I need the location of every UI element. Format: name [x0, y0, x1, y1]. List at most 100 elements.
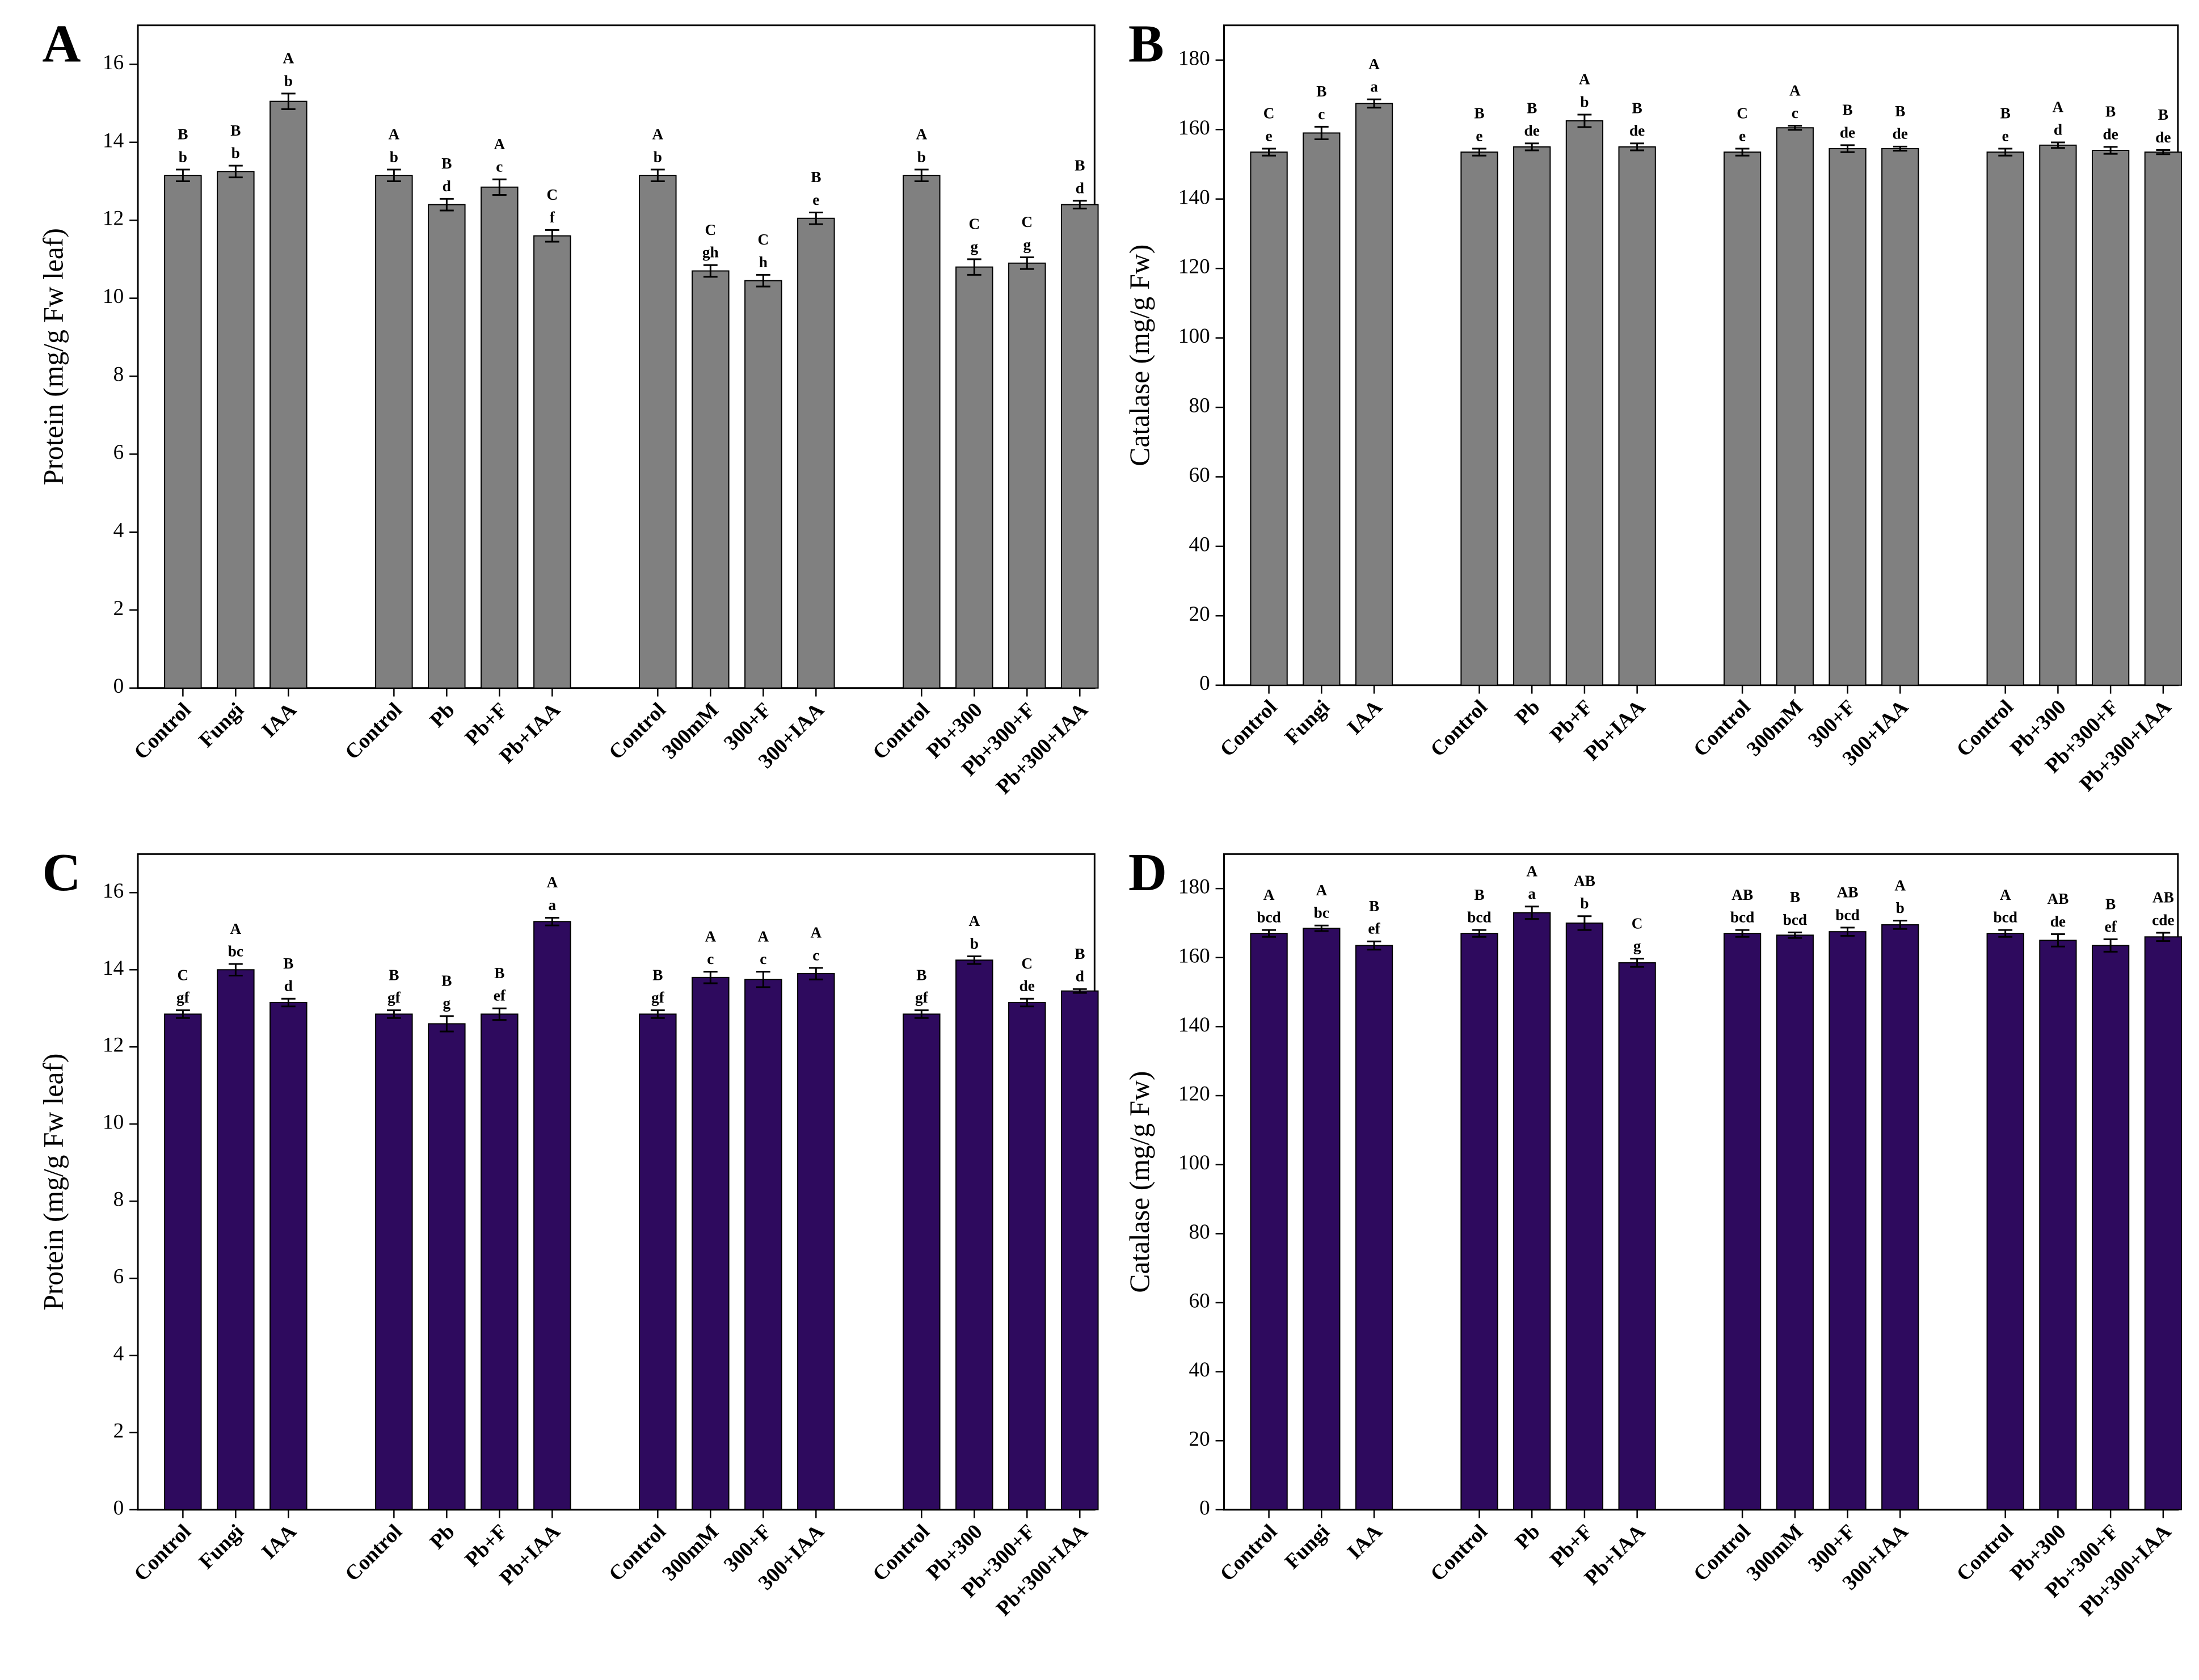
bar	[217, 171, 255, 689]
error-bar	[756, 971, 770, 988]
lower-letter: d	[443, 178, 451, 195]
error-bar	[545, 229, 559, 243]
bar	[269, 100, 307, 689]
x-tick-label: Control	[1689, 696, 1755, 761]
error-bar	[2050, 933, 2065, 948]
upper-letter: A	[1316, 882, 1327, 899]
bar	[1829, 931, 1867, 1510]
y-tick-label: 140	[1178, 1013, 1210, 1037]
bar	[2144, 151, 2182, 686]
bar	[1460, 151, 1498, 686]
upper-letter: A	[1894, 877, 1906, 894]
upper-letter: AB	[1732, 886, 1753, 903]
bar	[1250, 933, 1288, 1510]
upper-letter: B	[652, 966, 663, 983]
y-tick-label: 180	[1178, 47, 1210, 70]
x-tick-label: Control	[1952, 1520, 2018, 1586]
upper-letter: B	[441, 972, 452, 990]
upper-letter: B	[2158, 106, 2168, 123]
upper-letter: A	[389, 126, 400, 143]
bar	[164, 175, 202, 689]
x-tick-label: Control	[341, 698, 407, 764]
bar	[955, 959, 993, 1510]
lower-letter: bc	[228, 942, 243, 959]
bar	[903, 1013, 941, 1510]
upper-letter: A	[283, 50, 294, 67]
upper-letter: A	[546, 874, 558, 891]
y-tick-label: 0	[1199, 1496, 1210, 1519]
y-tick-label: 16	[103, 51, 124, 74]
lower-letter: de	[1629, 122, 1645, 139]
lower-letter: bc	[1314, 904, 1329, 921]
upper-letter: A	[1263, 886, 1275, 903]
upper-letter: A	[1368, 56, 1380, 73]
error-bar	[1367, 940, 1381, 951]
error-bar	[1893, 145, 1907, 152]
upper-letter: A	[1579, 71, 1590, 88]
error-bar	[808, 967, 823, 980]
lower-letter: h	[759, 254, 768, 271]
x-tick-label: IAA	[1343, 696, 1387, 739]
lower-letter: de	[1524, 122, 1540, 139]
x-tick-label: Fungi	[195, 1520, 248, 1574]
y-tick-label: 60	[1189, 464, 1210, 487]
bar	[1986, 151, 2024, 686]
lower-letter: e	[1739, 127, 1746, 144]
error-bar	[492, 1007, 507, 1021]
error-bar	[1788, 931, 1802, 939]
lower-letter: bcd	[1783, 911, 1807, 928]
lower-letter: bcd	[1257, 909, 1280, 926]
upper-letter: B	[494, 965, 504, 982]
y-axis-label: Protein (mg/g Fw leaf)	[38, 228, 69, 485]
upper-letter: A	[1526, 862, 1537, 879]
x-tick-label: Control	[868, 698, 934, 764]
y-tick-label: 0	[113, 1496, 124, 1519]
error-bar	[1367, 98, 1381, 109]
lower-letter: ef	[1368, 920, 1380, 937]
lower-letter: ef	[494, 987, 506, 1004]
error-bar	[1020, 997, 1034, 1008]
lower-letter: b	[1580, 895, 1589, 912]
y-tick-label: 80	[1189, 1220, 1210, 1244]
bar	[1303, 132, 1341, 686]
y-tick-label: 100	[1178, 1151, 1210, 1174]
upper-letter: B	[1474, 105, 1484, 122]
error-bar	[1577, 113, 1592, 128]
error-bar	[756, 273, 770, 288]
lower-letter: c	[812, 946, 819, 963]
error-bar	[2156, 932, 2171, 942]
y-tick-label: 2	[113, 597, 124, 620]
y-tick-label: 120	[1178, 1083, 1210, 1106]
lower-letter: e	[1266, 127, 1273, 144]
y-tick-label: 6	[113, 1265, 124, 1289]
bar	[1513, 146, 1551, 686]
x-tick-label: 300mM	[1742, 1520, 1808, 1585]
x-tick-label: Control	[130, 1520, 196, 1586]
bar	[481, 1013, 519, 1510]
upper-letter: B	[1075, 945, 1085, 962]
lower-letter: e	[2002, 127, 2009, 144]
upper-letter: C	[1021, 955, 1033, 972]
error-bar	[2050, 141, 2065, 149]
x-tick-label: Control	[1952, 696, 2018, 761]
error-bar	[1577, 915, 1592, 931]
upper-letter: AB	[2152, 889, 2174, 906]
bar	[639, 1013, 677, 1510]
upper-letter: A	[1789, 82, 1801, 99]
lower-letter: b	[1896, 899, 1905, 916]
lower-letter: f	[550, 209, 555, 226]
x-tick-label: Control	[130, 698, 196, 764]
bar	[481, 186, 519, 689]
lower-letter: c	[496, 158, 503, 175]
error-bar	[1072, 200, 1087, 210]
lower-letter: bcd	[1835, 906, 1859, 923]
y-tick-label: 12	[103, 207, 124, 230]
error-bar	[1262, 148, 1276, 157]
error-bar	[386, 169, 401, 182]
error-bar	[1735, 929, 1750, 938]
error-bar	[2103, 938, 2118, 953]
upper-letter: B	[2000, 105, 2011, 122]
upper-letter: B	[1075, 157, 1085, 174]
lower-letter: a	[549, 896, 557, 913]
error-bar	[1020, 256, 1034, 270]
